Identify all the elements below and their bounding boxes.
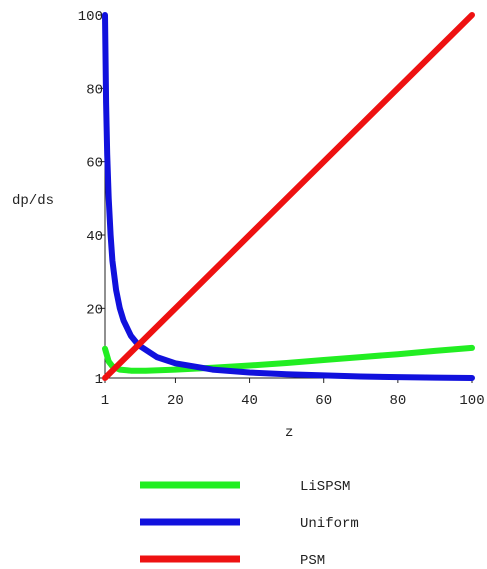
x-tick-label: 80 (389, 393, 406, 409)
x-tick-label: 60 (315, 393, 332, 409)
series-line-psm (102, 12, 475, 381)
x-tick-label: 1 (101, 393, 109, 409)
y-tick-label: 80 (86, 82, 103, 98)
legend-label-lispsm: LiSPSM (300, 479, 350, 495)
x-tick-label: 100 (459, 393, 484, 409)
legend-label-uniform: Uniform (300, 516, 359, 532)
legend-label-psm: PSM (300, 553, 325, 569)
y-tick-label: 100 (78, 9, 103, 25)
x-tick-label: 20 (167, 393, 184, 409)
y-tick-label: 40 (86, 229, 103, 245)
legend: LiSPSM Uniform PSM (140, 479, 359, 569)
y-axis-label: dp/ds (12, 193, 54, 209)
y-tick-label: 1 (95, 372, 103, 388)
y-tick-label: 60 (86, 156, 103, 172)
x-tick-label: 40 (241, 393, 258, 409)
y-tick-label: 20 (86, 302, 103, 318)
series-layer (102, 12, 475, 381)
x-axis-label: z (285, 425, 293, 441)
